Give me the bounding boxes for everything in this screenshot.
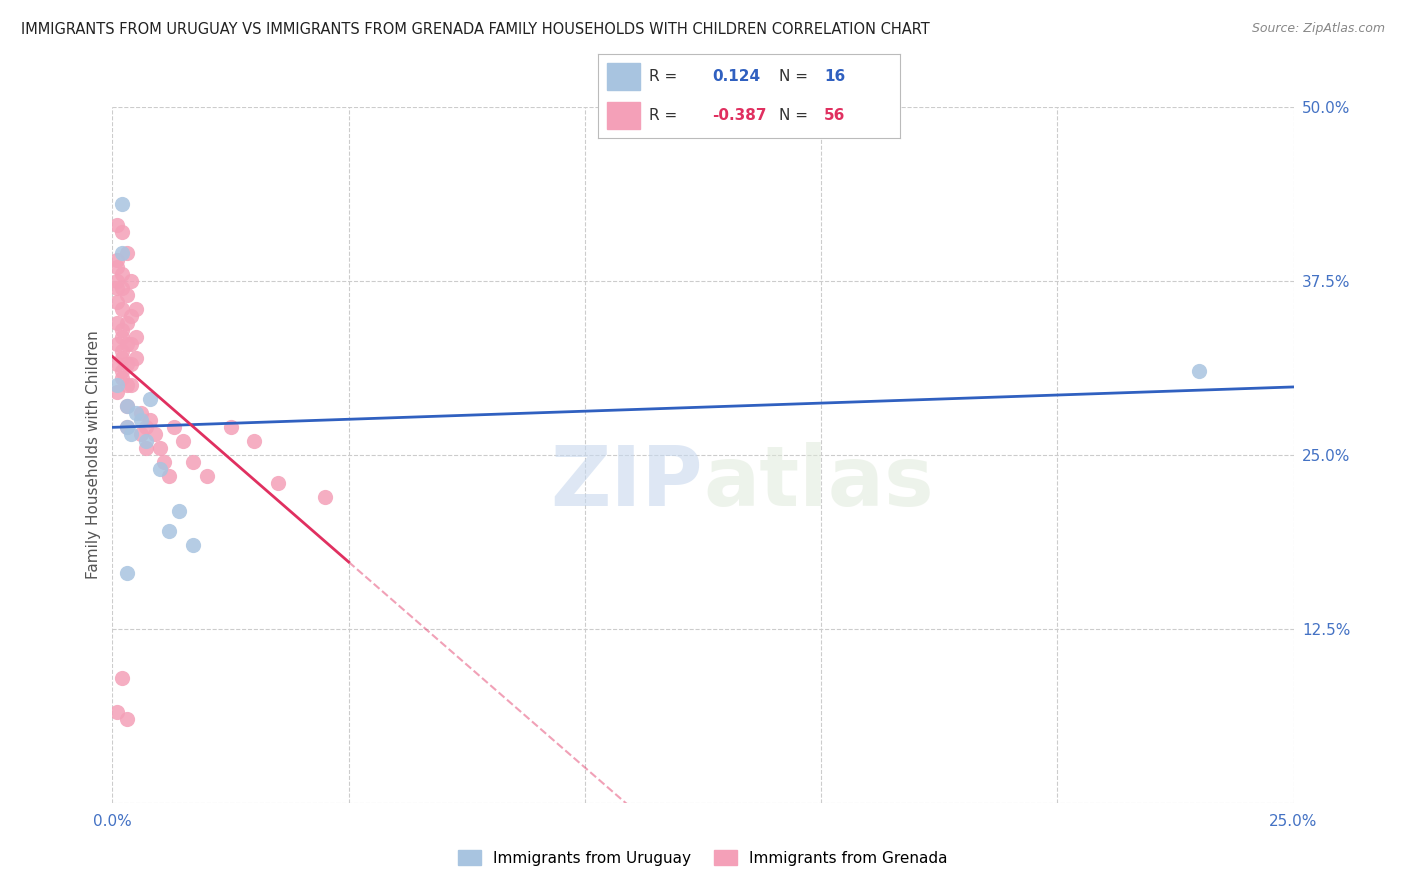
Point	[105, 281, 128, 295]
Point	[105, 385, 128, 400]
Text: 16: 16	[824, 69, 845, 84]
Text: R =: R =	[650, 108, 682, 123]
Point	[181, 538, 204, 552]
Text: ZIP: ZIP	[551, 442, 703, 524]
Point	[120, 358, 142, 372]
Point	[111, 246, 134, 260]
Point	[105, 219, 128, 233]
Point	[120, 274, 142, 288]
Point	[115, 420, 138, 434]
Point	[115, 288, 138, 302]
Point	[115, 378, 138, 392]
Point	[111, 671, 134, 685]
Point	[314, 490, 336, 504]
Point	[115, 246, 138, 260]
Point	[111, 371, 134, 385]
Point	[115, 399, 138, 413]
Point	[219, 420, 242, 434]
Text: IMMIGRANTS FROM URUGUAY VS IMMIGRANTS FROM GRENADA FAMILY HOUSEHOLDS WITH CHILDR: IMMIGRANTS FROM URUGUAY VS IMMIGRANTS FR…	[21, 22, 929, 37]
Point	[139, 392, 162, 407]
Point	[125, 406, 148, 420]
Point	[195, 468, 218, 483]
Point	[120, 309, 142, 323]
Point	[111, 281, 134, 295]
Y-axis label: Family Households with Children: Family Households with Children	[86, 331, 101, 579]
Point	[125, 351, 148, 365]
Point	[153, 455, 176, 469]
Point	[129, 406, 152, 420]
Point	[111, 343, 134, 358]
Text: N =: N =	[779, 69, 813, 84]
Point	[111, 301, 134, 316]
Point	[125, 301, 148, 316]
Text: 0.124: 0.124	[713, 69, 761, 84]
Point	[111, 267, 134, 281]
Point	[111, 323, 134, 337]
Point	[111, 225, 134, 239]
Bar	[606, 102, 640, 129]
Point	[105, 358, 128, 372]
Point	[105, 253, 128, 268]
Point	[129, 427, 152, 442]
Text: R =: R =	[650, 69, 682, 84]
Text: Source: ZipAtlas.com: Source: ZipAtlas.com	[1251, 22, 1385, 36]
Point	[115, 358, 138, 372]
Point	[105, 316, 128, 330]
Point	[163, 420, 186, 434]
Point	[125, 329, 148, 343]
Point	[115, 316, 138, 330]
Point	[111, 197, 134, 211]
Point	[181, 455, 204, 469]
Point	[105, 336, 128, 351]
Point	[105, 706, 128, 720]
Point	[105, 274, 128, 288]
Point	[111, 351, 134, 365]
Point	[120, 427, 142, 442]
Legend: Immigrants from Uruguay, Immigrants from Grenada: Immigrants from Uruguay, Immigrants from…	[453, 844, 953, 871]
Point	[267, 475, 290, 490]
Point	[115, 566, 138, 581]
Point	[129, 413, 152, 427]
Text: -0.387: -0.387	[713, 108, 766, 123]
Point	[105, 260, 128, 274]
Point	[149, 441, 172, 455]
Point	[105, 294, 128, 309]
Point	[149, 462, 172, 476]
Point	[105, 378, 128, 392]
Text: N =: N =	[779, 108, 813, 123]
Point	[115, 420, 138, 434]
Point	[1188, 364, 1211, 378]
Point	[167, 503, 190, 517]
Point	[115, 399, 138, 413]
Point	[172, 434, 194, 448]
Point	[135, 434, 157, 448]
Point	[139, 413, 162, 427]
Point	[143, 427, 166, 442]
Point	[115, 712, 138, 726]
Point	[157, 468, 180, 483]
Text: atlas: atlas	[703, 442, 934, 524]
Point	[111, 329, 134, 343]
Point	[135, 420, 157, 434]
Point	[157, 524, 180, 539]
Point	[135, 441, 157, 455]
Point	[243, 434, 266, 448]
Point	[120, 378, 142, 392]
Point	[120, 336, 142, 351]
Point	[111, 364, 134, 378]
Text: 56: 56	[824, 108, 845, 123]
Bar	[606, 62, 640, 90]
Point	[115, 336, 138, 351]
